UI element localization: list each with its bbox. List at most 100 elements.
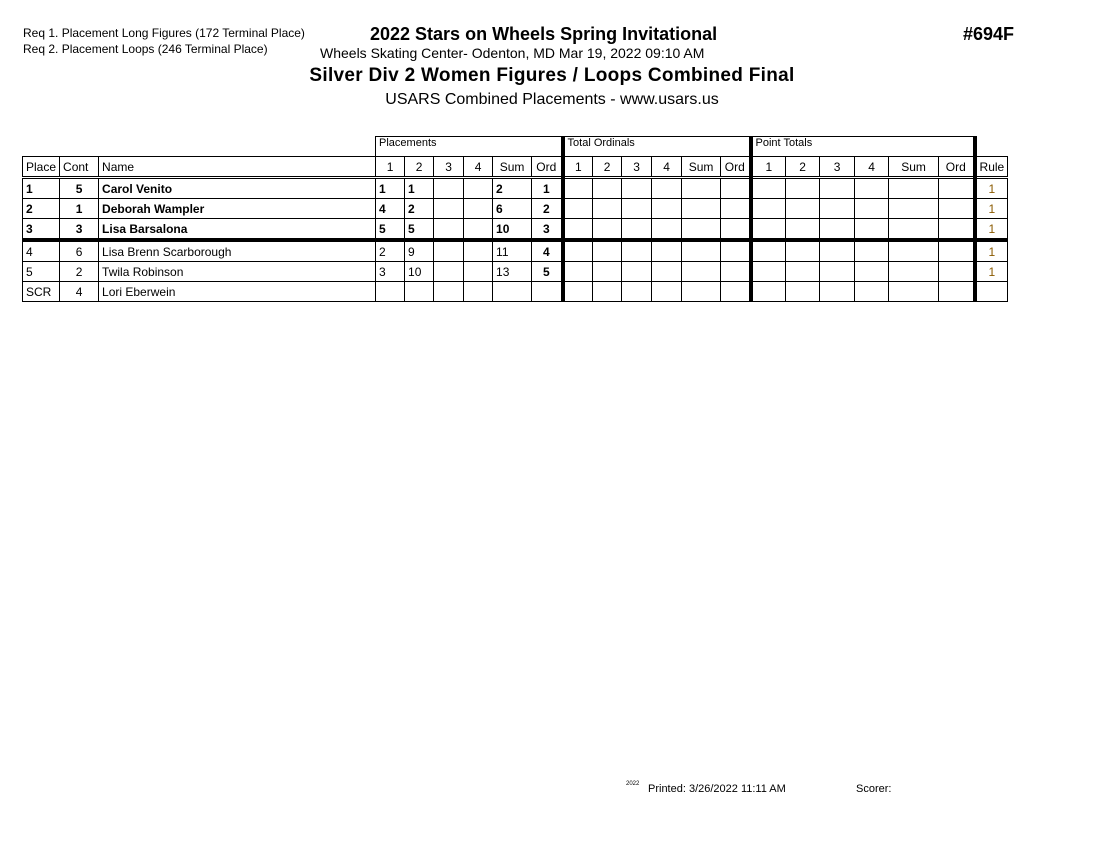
table-row: 2 1 Deborah Wampler 4 2 6 2 1 [21,198,1009,219]
cell-name: Carol Venito [98,177,377,199]
empty-cell [621,261,653,282]
event-number: #694F [963,24,1015,44]
empty-cell [592,177,623,199]
requirement-1: Req 1. Placement Long Figures (172 Termi… [23,26,305,40]
cell-p3 [433,177,465,199]
empty-cell [681,177,722,199]
column-header: Ord [531,156,564,179]
column-header-row: Place Cont Name 1 2 3 4 Sum Ord 1 2 3 4 Sum Ord 1 2 3 4 Sum… [21,156,1009,179]
cell-cont: 3 [59,218,100,242]
column-header: Cont [59,156,100,179]
cell-p3 [433,261,465,282]
cell-name: Lori Eberwein [98,281,377,302]
empty-cell [785,218,821,242]
cell-p1: 5 [375,218,406,242]
cell-place: 5 [21,261,61,282]
empty-cell [938,177,976,199]
column-header: 3 [621,156,653,179]
cell-sum [492,281,533,302]
empty-cell [651,239,683,262]
cell-rule: 1 [972,261,1009,282]
empty-cell [592,261,623,282]
cell-p4 [463,218,494,242]
empty-cell [748,239,787,262]
empty-cell [560,198,594,219]
empty-cell [854,177,890,199]
cell-p1 [375,281,406,302]
column-header: 3 [433,156,465,179]
empty-cell [720,177,752,199]
cell-p1: 4 [375,198,406,219]
printed-date: Printed: 3/26/2022 11:11 AM [648,783,786,795]
column-header: 1 [375,156,406,179]
cell-p1: 1 [375,177,406,199]
empty-cell [720,239,752,262]
footer-mark: 2022 [626,781,640,787]
empty-cell [854,239,890,262]
cell-p3 [433,198,465,219]
empty-cell [854,198,890,219]
cell-cont: 1 [59,198,100,219]
cell-p2 [404,281,435,302]
empty-cell [621,239,653,262]
empty-cell [560,218,594,242]
empty-cell [651,281,683,302]
cell-name: Deborah Wampler [98,198,377,219]
venue-date: Wheels Skating Center- Odenton, MD Mar 1… [320,45,705,61]
empty-cell [785,281,821,302]
empty-cell [748,198,787,219]
group-placements: Placements [375,136,564,157]
empty-cell [592,239,623,262]
column-header: 4 [854,156,890,179]
event-title: Silver Div 2 Women Figures / Loops Combi… [309,65,795,86]
group-header-row: Placements Total Ordinals Point Totals [23,136,1008,157]
empty-cell [651,198,683,219]
empty-cell [854,281,890,302]
empty-cell [621,177,653,199]
cell-cont: 2 [59,261,100,282]
empty-cell [720,218,752,242]
cell-sum: 10 [492,218,533,242]
empty-cell [720,198,752,219]
empty-cell [819,261,856,282]
empty-cell [819,177,856,199]
empty-cell [888,177,940,199]
empty-cell [621,198,653,219]
cell-name: Twila Robinson [98,261,377,282]
column-header: 2 [785,156,821,179]
cell-cont: 4 [59,281,100,302]
cell-sum: 6 [492,198,533,219]
cell-p3 [433,218,465,242]
cell-sum: 2 [492,177,533,199]
column-header: 4 [651,156,683,179]
column-header: Sum [492,156,533,179]
competition-title: 2022 Stars on Wheels Spring Invitational [370,24,718,44]
cell-place: 1 [21,177,61,199]
empty-cell [720,281,752,302]
column-header: 4 [463,156,494,179]
empty-cell [888,198,940,219]
cell-rule: 1 [972,239,1009,262]
cell-sum: 11 [492,239,533,262]
empty-cell [621,218,653,242]
column-header: Rule [972,156,1009,179]
group-total-ordinals: Total Ordinals [560,136,752,157]
empty-cell [651,218,683,242]
empty-cell [938,261,976,282]
empty-cell [938,239,976,262]
table-row: SCR 4 Lori Eberwein [21,281,1009,302]
empty-cell [888,261,940,282]
empty-cell [938,198,976,219]
empty-cell [681,198,722,219]
cell-ord: 4 [531,239,564,262]
empty-cell [785,177,821,199]
empty-cell [592,281,623,302]
empty-cell [681,218,722,242]
empty-cell [681,281,722,302]
cell-ord: 5 [531,261,564,282]
cell-ord: 2 [531,198,564,219]
empty-cell [720,261,752,282]
cell-p3 [433,239,465,262]
cell-rule [972,281,1009,302]
empty-cell [560,281,594,302]
